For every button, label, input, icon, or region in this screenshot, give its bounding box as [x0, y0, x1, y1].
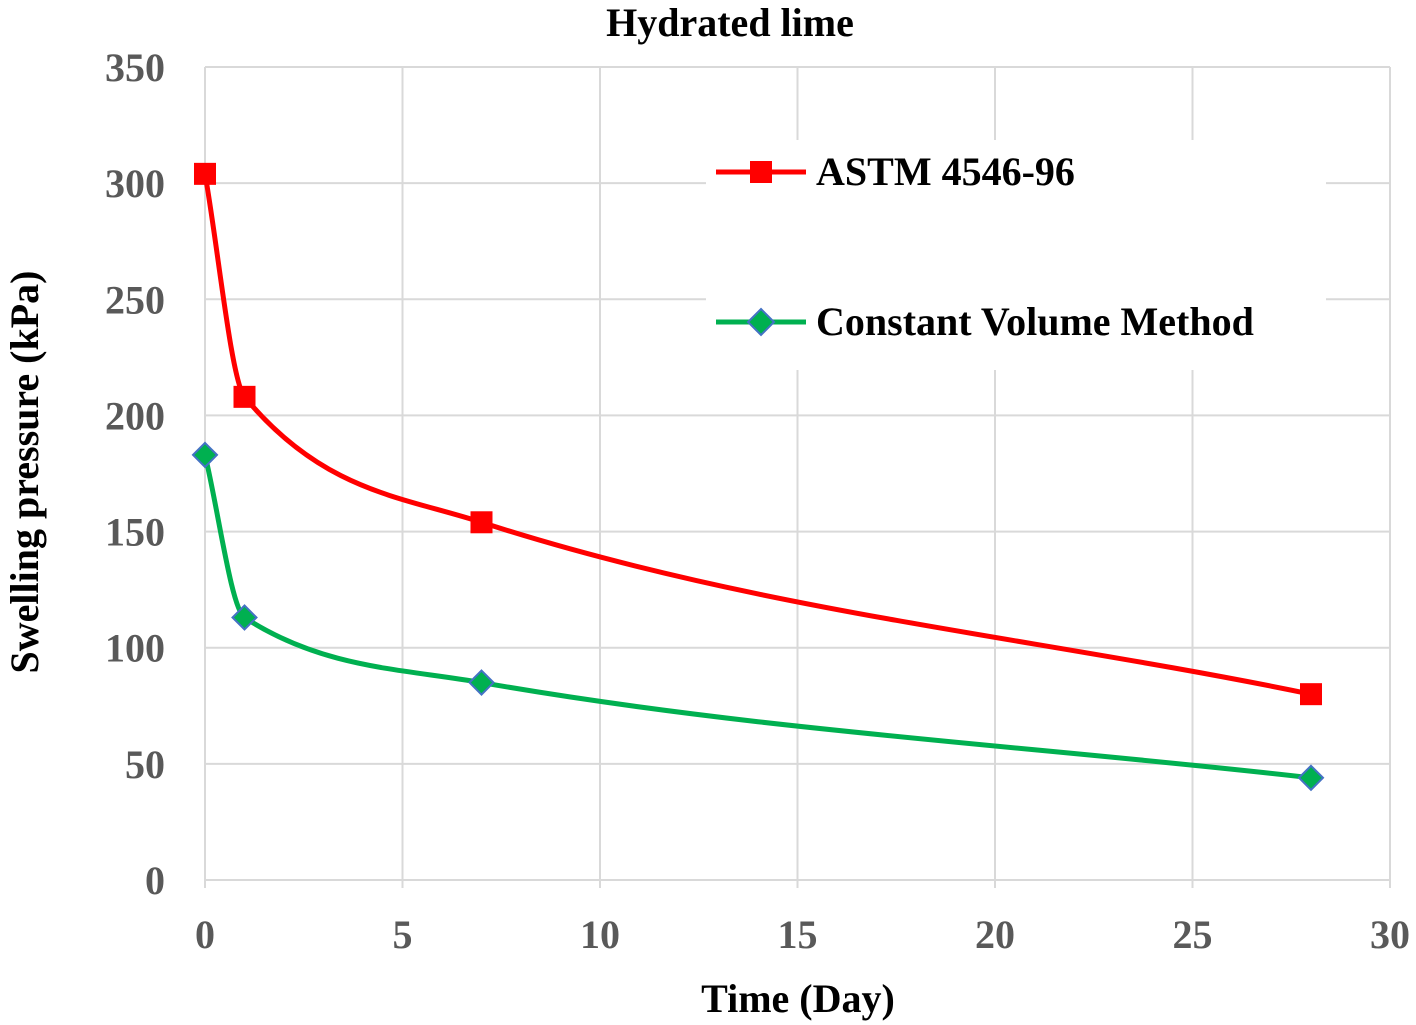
y-tick-label-350: 350: [105, 45, 165, 90]
series-markers: [191, 162, 1325, 792]
legend: ASTM 4546-96 Constant Volume Method: [706, 140, 1326, 370]
series-1-point-2: [468, 669, 495, 696]
legend-label-cvm: Constant Volume Method: [816, 299, 1254, 344]
y-tick-label-150: 150: [105, 510, 165, 555]
y-tick-label-100: 100: [105, 626, 165, 671]
x-tick-label-20: 20: [975, 912, 1015, 957]
series-0-point-1: [233, 385, 256, 408]
x-tick-label-30: 30: [1370, 912, 1410, 957]
legend-marker-astm: [750, 161, 772, 183]
legend-background: [706, 140, 1326, 370]
y-tick-label-200: 200: [105, 393, 165, 438]
series-0-point-0: [194, 162, 216, 185]
gridlines: [204, 66, 1391, 888]
x-tick-label-15: 15: [778, 912, 818, 957]
y-axis-label: Swelling pressure (kPa): [2, 271, 47, 674]
legend-label-astm: ASTM 4546-96: [816, 149, 1075, 194]
tick-labels: 0 50 100 150 200 250 300 350 0 5 10 15 20 25 30: [105, 45, 1410, 957]
series-line-0: [202, 171, 1314, 697]
x-axis-label: Time (Day): [701, 976, 895, 1021]
legend-marker-cvm: [746, 307, 776, 337]
y-tick-label-50: 50: [125, 742, 165, 787]
series-1-point-0: [191, 441, 219, 469]
x-tick-label-0: 0: [195, 912, 215, 957]
chart-title: Hydrated lime: [606, 0, 854, 45]
series-0-point-3: [1300, 683, 1322, 706]
x-tick-label-5: 5: [393, 912, 413, 957]
y-tick-label-250: 250: [105, 277, 165, 322]
x-tick-label-10: 10: [580, 912, 620, 957]
x-tick-label-25: 25: [1173, 912, 1213, 957]
y-tick-label-300: 300: [105, 161, 165, 206]
series-0-point-2: [470, 511, 493, 534]
y-tick-label-0: 0: [145, 858, 165, 903]
series-1-point-1: [231, 604, 258, 631]
series-1-point-3: [1297, 764, 1325, 792]
